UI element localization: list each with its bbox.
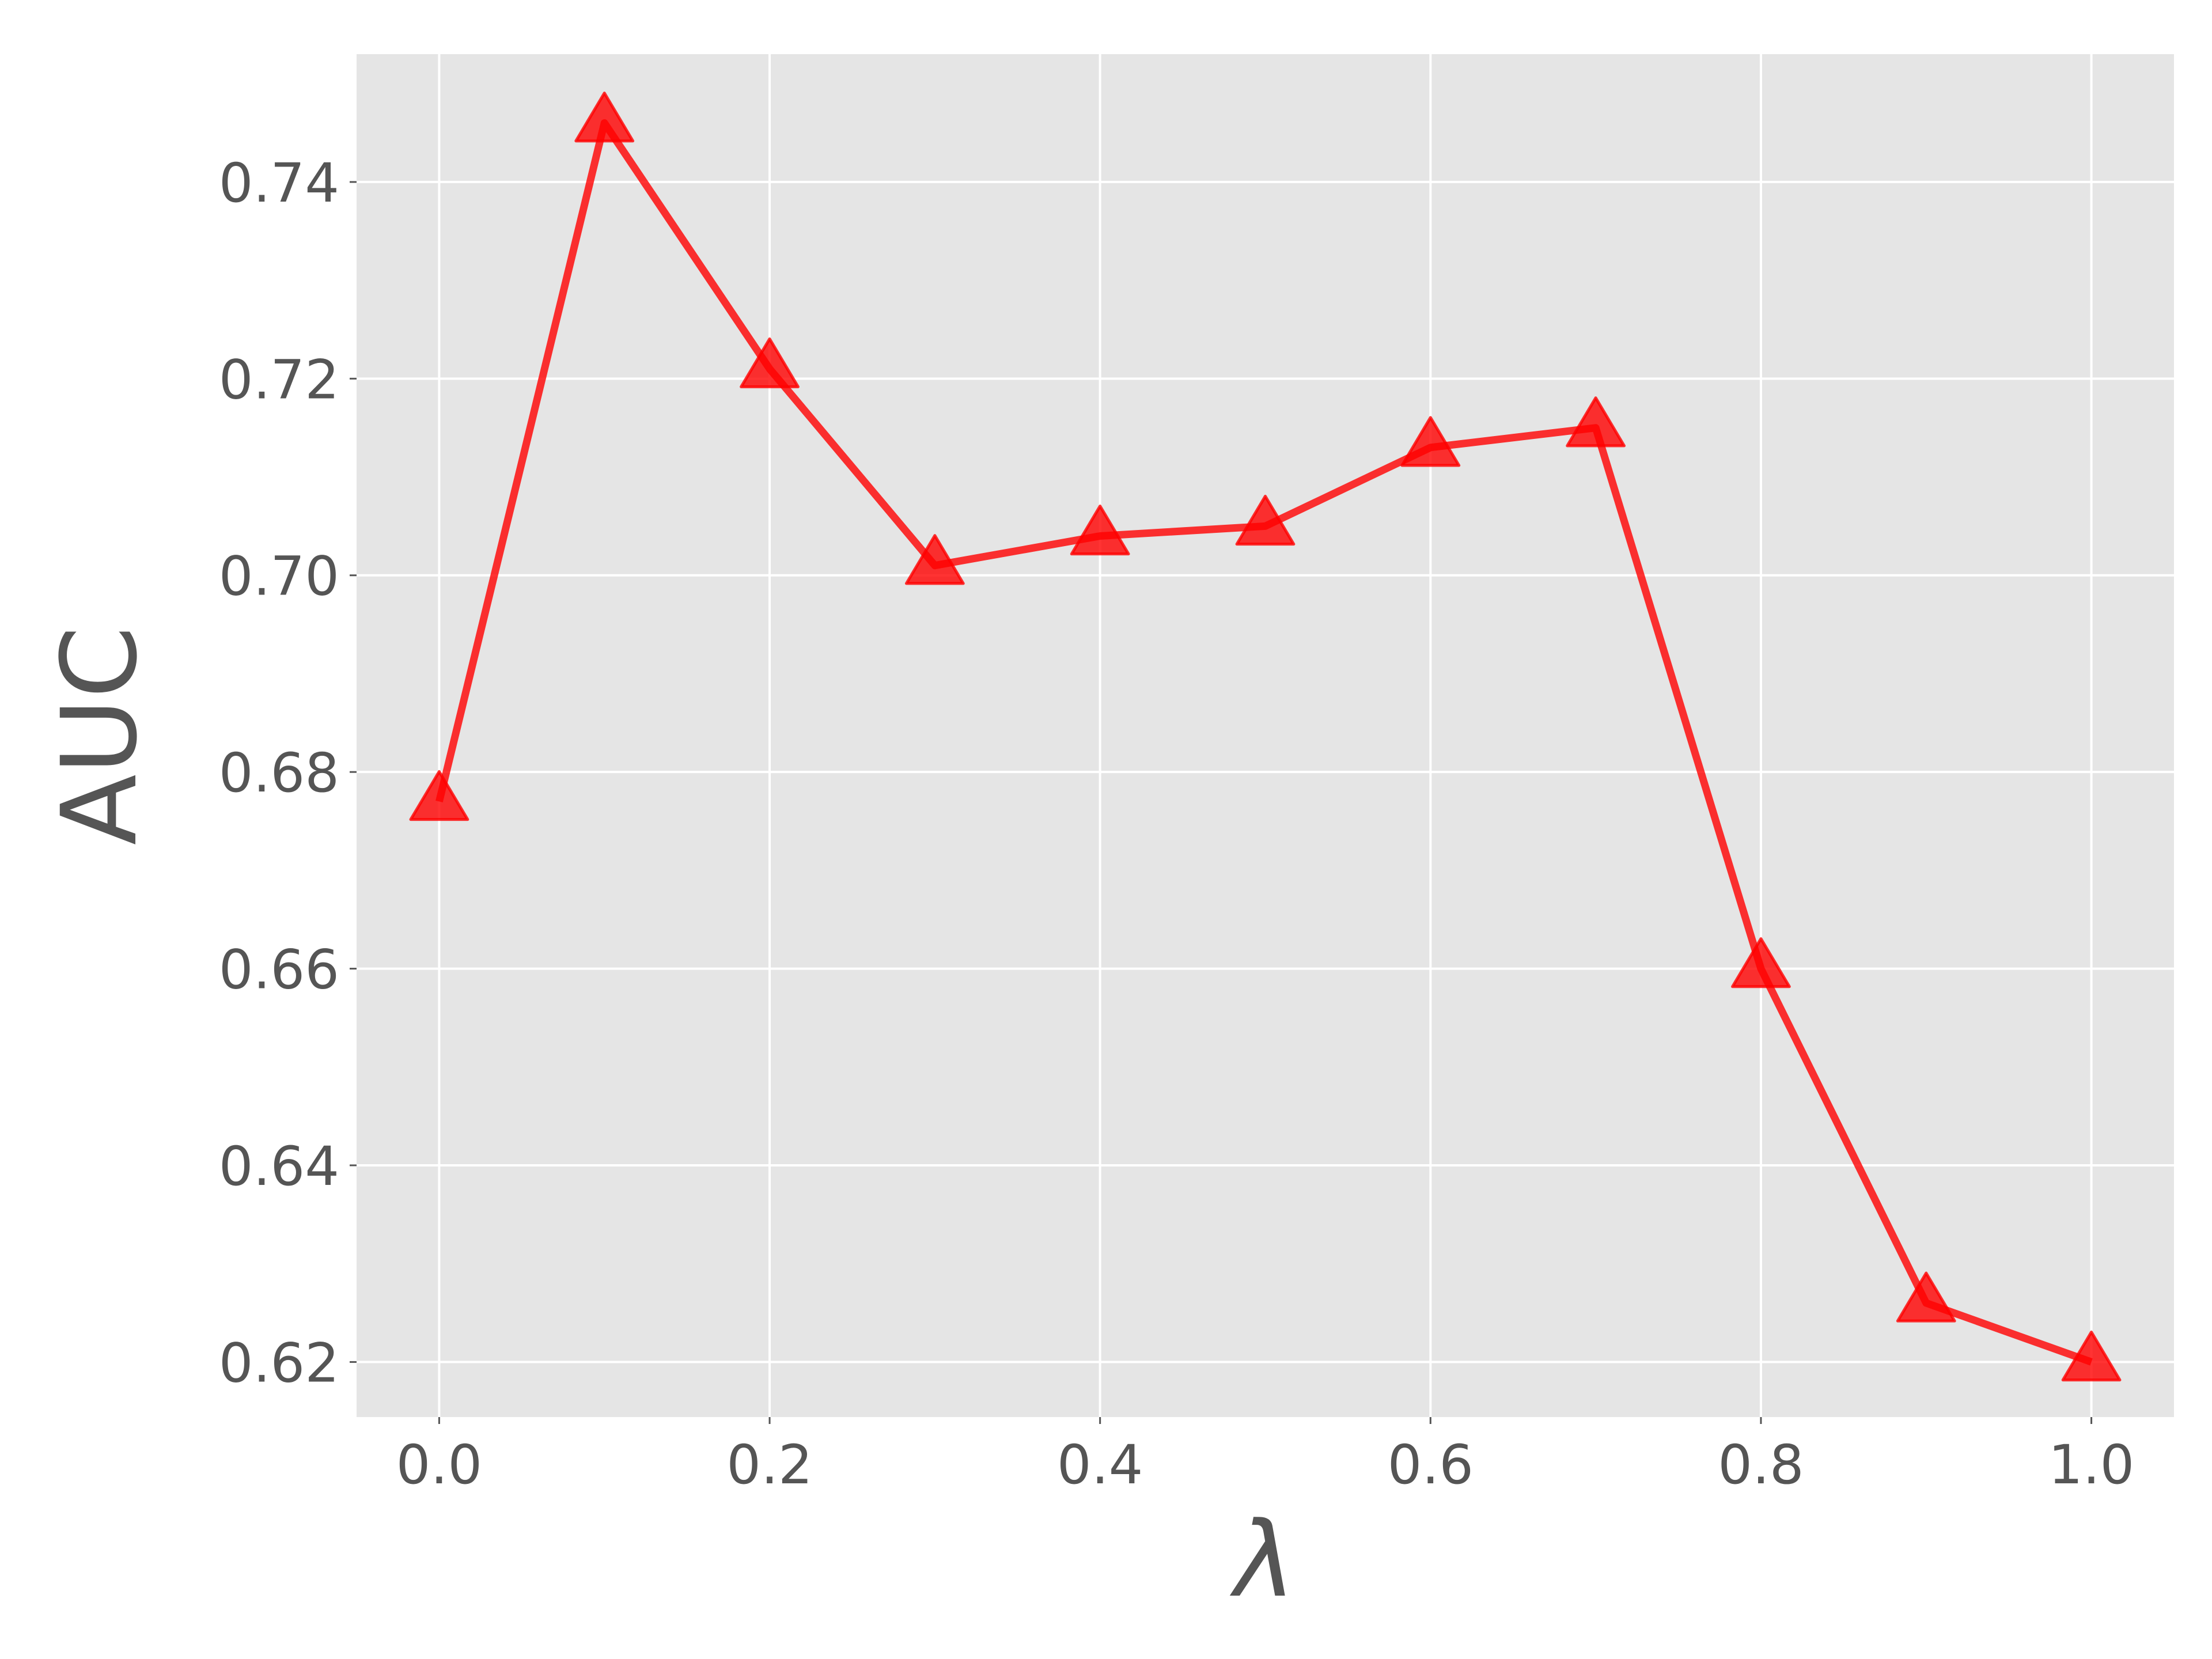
x-tick-label: 0.6 [1388, 1434, 1474, 1497]
x-tick-label: 0.2 [726, 1434, 813, 1497]
y-tick-label: 0.70 [219, 546, 339, 608]
marker [1566, 396, 1626, 448]
marker [1400, 416, 1461, 467]
y-tick-label: 0.66 [219, 939, 339, 1002]
marker [2061, 1330, 2122, 1382]
x-axis-label: λ [1230, 1500, 1296, 1620]
x-tick-label: 0.4 [1057, 1434, 1143, 1497]
marks [409, 91, 2122, 1382]
y-tick-label: 0.68 [219, 742, 339, 805]
marker [1235, 494, 1296, 546]
ticks: 0.0 0.2 0.4 0.6 0.8 1.0 0.62 0.64 0.66 0.68 0.70 0.… [219, 152, 2135, 1497]
x-tick-label: 1.0 [2048, 1434, 2135, 1497]
x-tick-label: 0.8 [1718, 1434, 1804, 1497]
marker [740, 337, 800, 388]
y-tick-label: 0.62 [219, 1332, 339, 1395]
plot-background [357, 54, 2174, 1417]
x-tick-label: 0.0 [396, 1434, 483, 1497]
y-tick-label: 0.74 [219, 152, 339, 215]
marker [1070, 504, 1130, 556]
marker [574, 91, 635, 143]
marker [1896, 1271, 1956, 1323]
marker [409, 770, 469, 821]
y-axis-label: AUC [40, 626, 160, 846]
y-tick-label: 0.64 [219, 1135, 339, 1198]
marker [904, 534, 965, 585]
grid [357, 54, 2174, 1417]
y-tick-label: 0.72 [219, 349, 339, 411]
marker [1731, 937, 1791, 988]
